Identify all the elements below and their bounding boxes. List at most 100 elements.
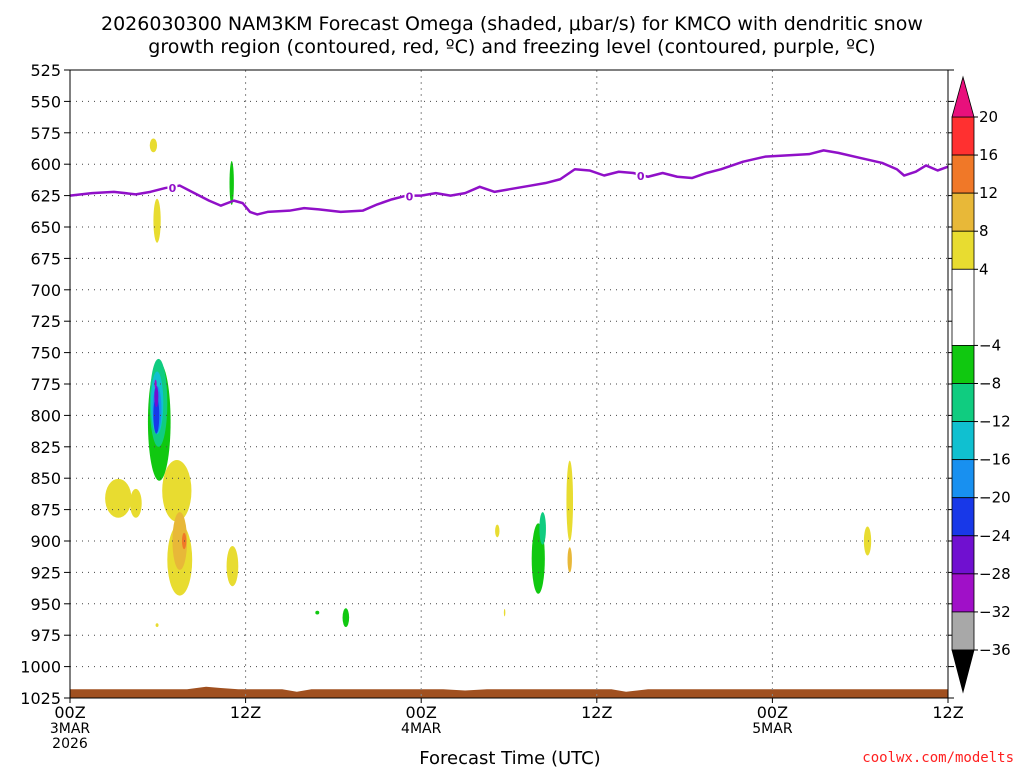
omega-feature-19 (342, 608, 350, 628)
y-tick-label-575: 575 (30, 124, 61, 143)
colorbar-bin-10 (951, 535, 975, 575)
colorbar: 20 16 12 8 4 −4 −8 −12 −16 −20 −24 −28 −32 −36 (951, 75, 1011, 694)
freezing-label-2: 0 (637, 170, 645, 183)
omega-feature-2 (229, 161, 234, 206)
freezing-level-line (69, 149, 949, 216)
x-tick-label-5-0: 12Z (932, 703, 963, 722)
x-axis-label: Forecast Time (UTC) (419, 748, 600, 768)
grid-lines (70, 70, 948, 698)
omega-feature-23 (539, 512, 546, 545)
colorbar-bin-3 (951, 230, 975, 270)
omega-feature-26 (863, 526, 872, 556)
colorbar-label-0: 20 (979, 108, 998, 126)
colorbar-bin-5 (951, 345, 975, 384)
colorbar-label-2: 12 (979, 184, 998, 202)
y-tick-label-800: 800 (30, 406, 61, 425)
omega-feature-15 (154, 385, 159, 408)
y-tick-label-925: 925 (30, 563, 61, 582)
chart-title-line2: growth region (contoured, red, ºC) and f… (148, 36, 875, 58)
colorbar-label-5: −4 (979, 336, 1001, 354)
y-tick-label-975: 975 (30, 626, 61, 645)
y-tick-label-825: 825 (30, 438, 61, 457)
y-tick-label-775: 775 (30, 375, 61, 394)
y-tick-label-525: 525 (30, 61, 61, 80)
y-tick-label-625: 625 (30, 187, 61, 206)
colorbar-bin-1 (951, 154, 975, 194)
colorbar-bin-0 (951, 116, 975, 156)
x-tick-label-0-1: 3MAR (50, 721, 91, 737)
colorbar-label-6: −8 (979, 375, 1001, 393)
y-tick-label-1025: 1025 (20, 689, 61, 708)
omega-feature-18 (315, 610, 320, 615)
omega-feature-21 (503, 608, 506, 617)
colorbar-label-10: −24 (979, 527, 1011, 545)
colorbar-bin-2 (951, 192, 975, 232)
x-tick-label-0-2: 2026 (52, 736, 88, 752)
omega-feature-8 (129, 488, 142, 518)
omega-feature-20 (495, 524, 500, 538)
colorbar-label-3: 8 (979, 222, 989, 240)
colorbar-label-13: −36 (979, 641, 1011, 659)
freezing-label-bg-0 (167, 179, 178, 194)
colorbar-label-9: −20 (979, 489, 1011, 507)
x-tick-label-3-0: 12Z (581, 703, 612, 722)
colorbar-bin-9 (951, 497, 975, 537)
colorbar-label-8: −16 (979, 451, 1011, 469)
x-tick-label-4-1: 5MAR (752, 721, 793, 737)
omega-feature-1 (153, 198, 161, 243)
colorbar-bin-7 (951, 421, 975, 461)
y-tick-label-950: 950 (30, 595, 61, 614)
y-tick-label-875: 875 (30, 501, 61, 520)
colorbar-bin-11 (951, 573, 975, 613)
y-tick-label-850: 850 (30, 469, 61, 488)
freezing-label-1: 0 (406, 191, 414, 204)
omega-feature-5 (172, 512, 188, 570)
colorbar-bottom-arrow (951, 649, 975, 694)
credit-text: coolwx.com/modelts (862, 750, 1014, 766)
y-tick-label-725: 725 (30, 312, 61, 331)
y-tick-label-700: 700 (30, 281, 61, 300)
chart-title-line1: 2026030300 NAM3KM Forecast Omega (shaded… (101, 13, 923, 35)
surface-ground (70, 686, 948, 698)
omega-shading (105, 138, 872, 628)
colorbar-bin-8 (951, 459, 975, 499)
colorbar-label-4: 4 (979, 260, 989, 278)
colorbar-top-arrow (951, 75, 975, 118)
omega-feature-14 (153, 397, 160, 434)
omega-feature-7 (105, 478, 132, 518)
x-tick-label-2-1: 4MAR (401, 721, 442, 737)
surface-layer (70, 686, 948, 698)
y-tick-label-750: 750 (30, 344, 61, 363)
omega-feature-3 (162, 459, 192, 522)
colorbar-label-7: −12 (979, 413, 1011, 431)
x-tick-label-2-0: 00Z (406, 703, 437, 722)
colorbar-bin-4 (951, 268, 975, 346)
omega-feature-25 (567, 547, 572, 573)
y-axis-ticks: 525 550 575 600 625 650 675 700 725 750 775 800 825 8… (20, 61, 954, 708)
colorbar-label-12: −32 (979, 603, 1011, 621)
colorbar-label-1: 16 (979, 146, 998, 164)
x-tick-label-1-0: 12Z (230, 703, 261, 722)
y-tick-label-675: 675 (30, 249, 61, 268)
omega-feature-17 (155, 623, 159, 628)
colorbar-bin-12 (951, 611, 975, 651)
colorbar-bin-6 (951, 383, 975, 422)
freezing-label-0: 0 (169, 182, 177, 195)
omega-feature-9 (226, 546, 239, 587)
x-tick-label-0-0: 00Z (54, 703, 85, 722)
y-tick-label-1000: 1000 (20, 658, 61, 677)
freezing-label-bg-1 (404, 188, 415, 203)
y-tick-label-600: 600 (30, 155, 61, 174)
freezing-level-contour: 0 0 0 (69, 149, 949, 216)
omega-feature-0 (149, 138, 158, 153)
y-tick-label-650: 650 (30, 218, 61, 237)
omega-feature-24 (566, 460, 574, 541)
colorbar-label-11: −28 (979, 565, 1011, 583)
y-tick-label-900: 900 (30, 532, 61, 551)
y-tick-label-550: 550 (30, 92, 61, 111)
x-tick-label-4-0: 00Z (757, 703, 788, 722)
freezing-label-bg-2 (635, 167, 646, 182)
omega-feature-16 (154, 379, 157, 389)
